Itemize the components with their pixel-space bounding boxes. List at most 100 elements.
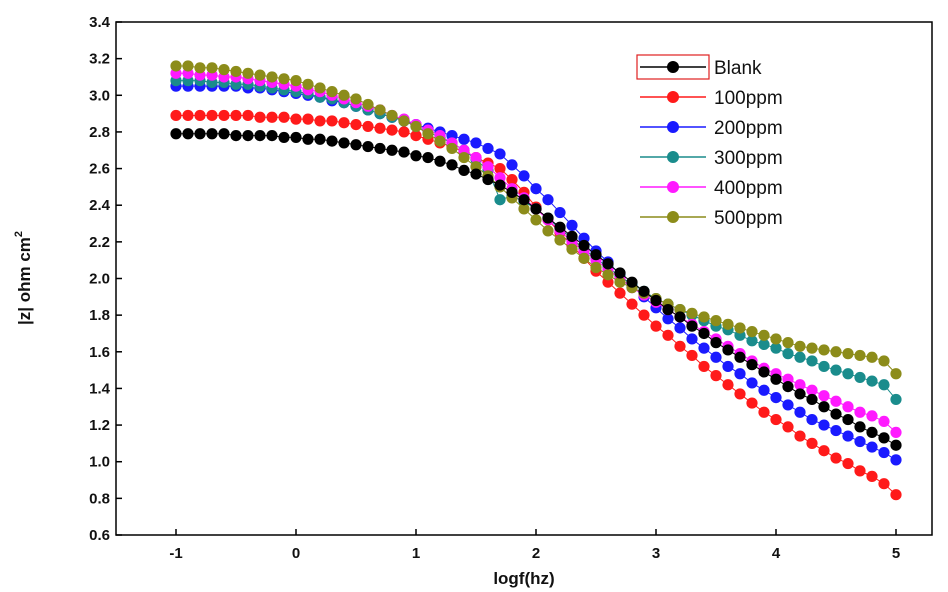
legend-label: Blank <box>714 58 762 79</box>
legend-marker <box>667 181 679 193</box>
data-point-200ppm <box>854 435 866 448</box>
legend-marker <box>667 151 679 163</box>
plot-frame <box>115 21 933 536</box>
data-point-400ppm <box>482 161 494 173</box>
data-point-300ppm <box>746 335 758 347</box>
data-point-100ppm <box>362 120 374 133</box>
data-point-100ppm <box>758 406 770 418</box>
data-point-500ppm <box>770 333 782 345</box>
data-point-200ppm <box>722 360 734 373</box>
data-point-blank <box>578 239 590 252</box>
data-point-400ppm <box>794 379 806 391</box>
series-layer <box>170 60 902 501</box>
data-point-blank <box>638 285 650 297</box>
data-point-300ppm <box>854 371 866 384</box>
data-point-100ppm <box>782 421 794 433</box>
data-point-200ppm <box>662 313 674 325</box>
legend-item-100ppm: 100ppm <box>640 88 783 109</box>
data-point-200ppm <box>518 170 530 182</box>
data-point-500ppm <box>302 78 314 90</box>
data-point-500ppm <box>530 214 542 226</box>
data-point-500ppm <box>686 307 698 319</box>
data-point-100ppm <box>794 430 806 442</box>
data-point-100ppm <box>314 115 326 127</box>
data-point-blank <box>854 421 866 433</box>
data-point-500ppm <box>206 62 218 74</box>
data-point-100ppm <box>818 445 830 457</box>
data-point-500ppm <box>578 252 590 264</box>
data-point-100ppm <box>254 111 266 123</box>
data-point-blank <box>662 304 674 316</box>
data-point-blank <box>494 179 506 191</box>
data-point-100ppm <box>266 111 278 123</box>
data-point-blank <box>830 408 842 420</box>
data-point-500ppm <box>218 64 230 76</box>
legend-item-500ppm: 500ppm <box>640 208 783 229</box>
data-point-100ppm <box>170 109 182 122</box>
legend-label: 200ppm <box>714 118 783 139</box>
data-point-blank <box>734 351 746 363</box>
data-point-blank <box>170 128 182 140</box>
legend-highlight-box <box>636 54 710 80</box>
data-point-blank <box>650 294 662 307</box>
data-point-100ppm <box>494 162 506 175</box>
data-point-200ppm <box>674 322 686 334</box>
data-point-500ppm <box>182 60 194 72</box>
series-line-100ppm <box>176 114 897 496</box>
y-tick-label: 3.4 <box>89 14 111 31</box>
data-point-500ppm <box>326 86 338 98</box>
data-point-blank <box>530 203 542 215</box>
y-tick-label: 0.8 <box>89 490 110 507</box>
series-400ppm <box>170 67 902 438</box>
data-point-500ppm <box>398 115 410 127</box>
data-point-500ppm <box>458 151 470 164</box>
data-point-200ppm <box>530 183 542 195</box>
data-point-blank <box>482 173 494 186</box>
data-point-400ppm <box>470 151 482 164</box>
data-point-blank <box>782 380 794 393</box>
data-point-blank <box>362 140 374 153</box>
data-point-100ppm <box>386 124 398 136</box>
y-axis-title-superscript: 2 <box>13 231 25 237</box>
data-point-500ppm <box>818 344 830 356</box>
data-point-200ppm <box>566 219 578 231</box>
data-point-blank <box>242 129 254 142</box>
data-point-400ppm <box>890 426 902 438</box>
data-point-blank <box>602 258 614 270</box>
series-300ppm <box>170 75 902 406</box>
data-point-100ppm <box>686 349 698 362</box>
data-point-100ppm <box>866 470 878 482</box>
data-point-blank <box>614 267 626 279</box>
data-point-100ppm <box>842 457 854 470</box>
data-point-blank <box>542 212 554 224</box>
data-point-100ppm <box>734 388 746 400</box>
data-point-100ppm <box>398 126 410 138</box>
data-point-blank <box>374 142 386 155</box>
data-point-100ppm <box>230 109 242 122</box>
legend-label: 100ppm <box>714 88 783 109</box>
data-point-blank <box>290 131 302 144</box>
data-point-300ppm <box>878 379 890 391</box>
data-point-500ppm <box>698 311 710 323</box>
legend-marker <box>667 211 679 223</box>
data-point-500ppm <box>758 329 770 341</box>
data-point-500ppm <box>170 60 182 72</box>
data-point-blank <box>218 128 230 140</box>
legend-item-400ppm: 400ppm <box>640 178 783 199</box>
data-point-500ppm <box>734 322 746 334</box>
legend-marker <box>667 91 679 103</box>
x-tick-label: 1 <box>412 545 420 562</box>
data-point-300ppm <box>890 393 902 406</box>
data-point-100ppm <box>854 465 866 477</box>
data-point-500ppm <box>374 104 386 116</box>
series-100ppm <box>170 109 902 501</box>
data-point-500ppm <box>554 234 566 246</box>
legend-label: 500ppm <box>714 208 783 229</box>
legend-label: 300ppm <box>714 148 783 169</box>
data-point-100ppm <box>626 298 638 310</box>
data-point-200ppm <box>866 441 878 453</box>
data-point-200ppm <box>542 194 554 206</box>
y-tick-label: 1.8 <box>89 307 110 324</box>
data-point-300ppm <box>782 348 794 360</box>
data-point-100ppm <box>674 340 686 352</box>
